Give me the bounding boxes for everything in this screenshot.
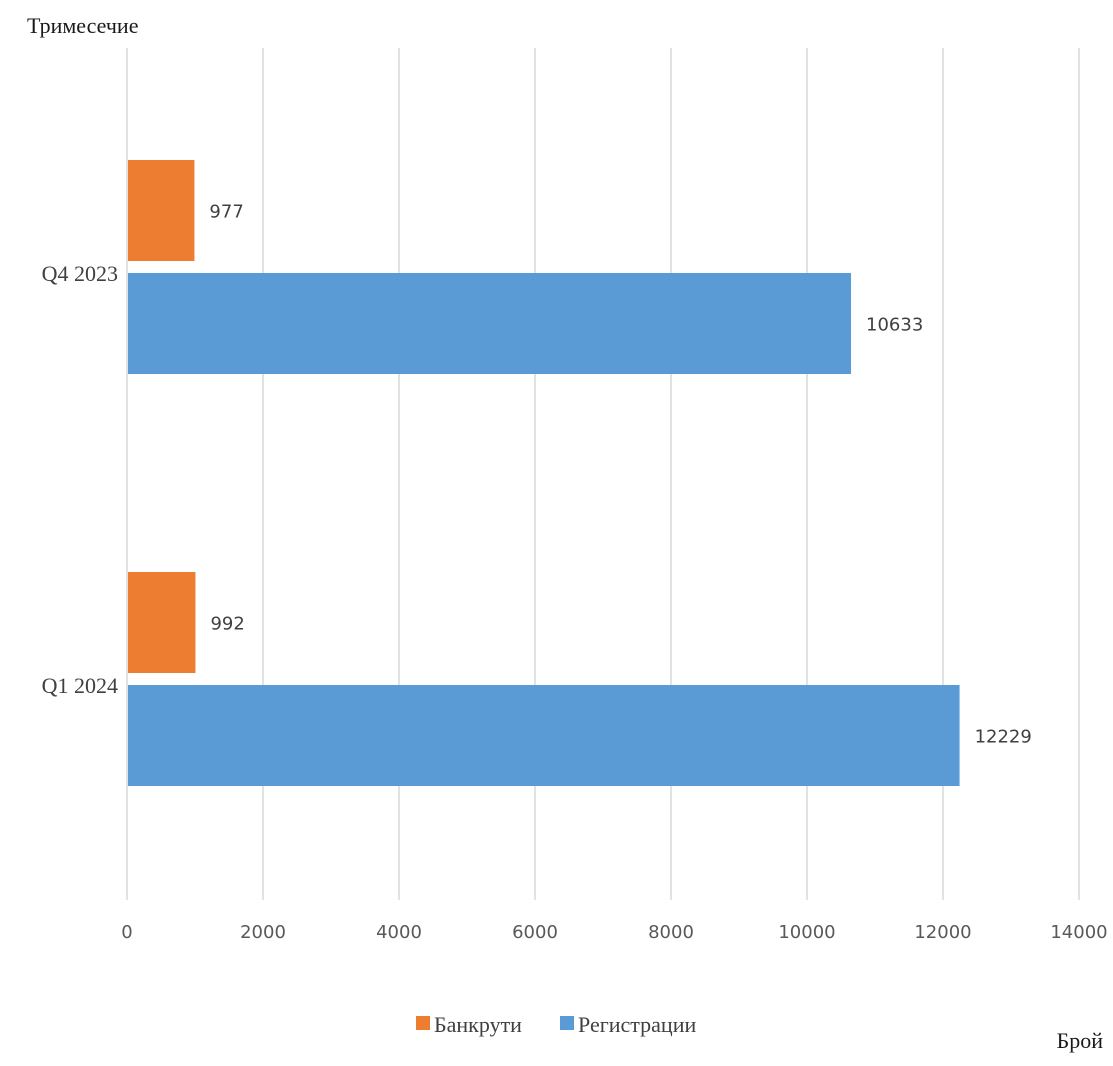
category-label: Q1 2024 (42, 673, 118, 698)
category-label: Q4 2023 (42, 261, 118, 286)
legend-label: Регистрации (578, 1012, 696, 1037)
legend-swatch-bankrupts (416, 1016, 430, 1030)
x-tick-label: 6000 (512, 922, 558, 943)
bar-registrations (128, 273, 852, 374)
legend-swatch-registrations (560, 1016, 574, 1030)
bars (128, 160, 960, 786)
data-labels: 977 10633 992 12229 (209, 202, 1031, 748)
x-tick-label: 4000 (376, 922, 422, 943)
data-label: 10633 (866, 315, 923, 336)
data-label: 977 (209, 202, 243, 223)
x-tick-label: 10000 (778, 922, 835, 943)
y-axis-title: Тримесечие (27, 13, 138, 38)
category-labels: Q4 2023 Q1 2024 (42, 261, 118, 698)
data-label: 992 (210, 614, 244, 635)
legend: Банкрути Регистрации (416, 1012, 696, 1037)
x-tick-label: 2000 (240, 922, 286, 943)
legend-label: Банкрути (434, 1012, 522, 1037)
bar-registrations (128, 685, 960, 786)
x-tick-label: 14000 (1050, 922, 1107, 943)
x-tick-label: 8000 (648, 922, 694, 943)
bar-bankrupts (128, 160, 195, 261)
x-tick-labels: 0 2000 4000 6000 8000 10000 12000 14000 (121, 922, 1107, 943)
data-label: 12229 (975, 727, 1032, 748)
gridlines (126, 48, 1080, 900)
bar-bankrupts (128, 572, 196, 673)
x-tick-label: 0 (121, 922, 132, 943)
x-axis-title: Брой (1057, 1028, 1104, 1053)
x-tick-label: 12000 (914, 922, 971, 943)
